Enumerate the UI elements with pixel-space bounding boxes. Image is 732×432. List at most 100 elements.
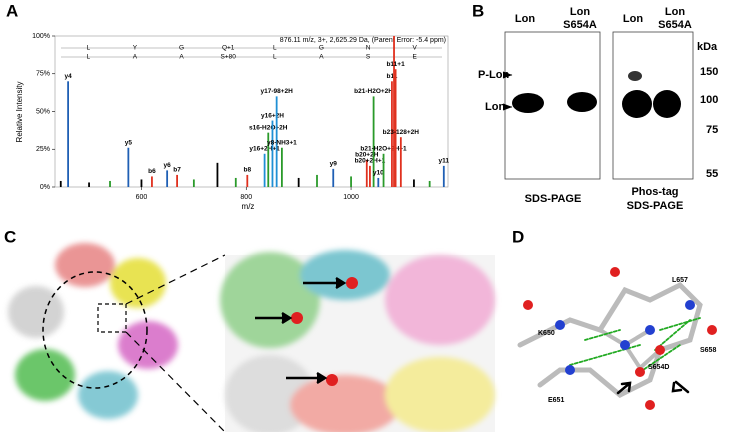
residue-label: K650	[538, 330, 555, 337]
peak-label: b21-H2O+2H	[354, 88, 393, 95]
domain	[78, 371, 138, 419]
lane-label: Lon	[623, 13, 643, 25]
panel-label: D	[512, 227, 524, 246]
band-label: Lon	[485, 101, 505, 113]
y-tick-label: 50%	[36, 108, 50, 115]
peak-label: b11+1	[386, 61, 405, 68]
ring	[42, 271, 148, 389]
surface	[300, 250, 390, 300]
atom	[610, 267, 620, 277]
h-bond	[569, 317, 701, 373]
band	[512, 93, 544, 113]
panel-label: C	[4, 227, 16, 246]
atom	[685, 300, 695, 310]
band	[622, 90, 652, 118]
domain	[55, 243, 115, 287]
peak-label: b21-H2O+2H+1	[360, 145, 407, 152]
y-tick-label: 75%	[36, 71, 50, 78]
atom	[555, 320, 565, 330]
marker: 150	[700, 66, 718, 78]
stick-panel: L657 K650 S654D S658 E651	[517, 267, 717, 410]
band	[628, 71, 642, 81]
x-axis-label: m/z	[242, 202, 255, 211]
atom	[635, 367, 645, 377]
peak-label: y8-NH3+1	[267, 139, 297, 146]
peak-label: y16+2H+1	[249, 145, 280, 152]
lane-label: Lon	[515, 13, 535, 25]
atom	[645, 400, 655, 410]
surface	[220, 252, 320, 348]
gel-caption: SDS-PAGE	[525, 193, 582, 205]
peak-label: b20+2H+1	[355, 158, 386, 165]
y-tick-label: 25%	[36, 146, 50, 153]
sequence-residue: A	[319, 54, 324, 61]
domain	[110, 258, 166, 308]
band	[653, 90, 681, 118]
gel-caption: SDS-PAGE	[627, 200, 684, 212]
x-tick-label: 800	[240, 194, 252, 201]
domain	[15, 349, 75, 401]
y-tick-label: 0%	[40, 184, 50, 191]
panel-label: B	[472, 1, 484, 20]
panel-label: A	[6, 1, 18, 20]
peak-label: y16+2H	[261, 112, 284, 119]
residue-label: E651	[548, 397, 564, 404]
lane-label: Lon	[570, 6, 590, 18]
peak-label: y11	[439, 158, 450, 165]
x-tick-label: 1000	[343, 194, 359, 201]
arrow	[255, 276, 347, 385]
peak-label: b8	[244, 167, 252, 174]
domain	[8, 286, 64, 338]
residue	[291, 312, 303, 324]
sequence-residue: L	[87, 54, 91, 61]
sequence-residue: E	[413, 54, 418, 61]
sequence-residue: L	[87, 45, 91, 52]
structure-panel	[8, 243, 495, 432]
sequence-residue: S	[366, 54, 371, 61]
residue	[346, 277, 358, 289]
atom	[565, 365, 575, 375]
sequence-residue: G	[319, 45, 324, 52]
peak-label: y10	[373, 170, 384, 177]
backbone	[517, 281, 703, 398]
sequence-residue: L	[273, 54, 277, 61]
sequence-residue: S+80	[221, 54, 237, 61]
y-axis-label: Relative Intensity	[15, 82, 24, 143]
plot-frame	[54, 35, 449, 188]
sequence-residue: G	[179, 45, 184, 52]
peak-label: y6	[164, 162, 172, 169]
peak-label: b11	[387, 73, 398, 80]
surface	[385, 255, 495, 345]
zoom-lines	[125, 254, 226, 432]
spectrum-header: 876.11 m/z, 3+, 2,625.29 Da, (Parent Err…	[280, 37, 446, 44]
peak-label: b7	[173, 167, 181, 174]
atom	[707, 325, 717, 335]
peak-label: b23-128+2H	[383, 129, 420, 136]
surface	[385, 357, 495, 432]
sequence-residue: L	[273, 45, 277, 52]
lane-label: S654A	[563, 19, 597, 31]
peak-label: b6	[148, 168, 156, 175]
sequence-residue: N	[366, 45, 371, 52]
peak-label: y9	[330, 161, 338, 168]
sidechain	[598, 328, 662, 372]
band	[567, 92, 597, 112]
marker: 55	[706, 168, 718, 180]
y-tick-label: 100%	[32, 33, 50, 40]
sequence-residue: V	[413, 45, 418, 52]
residue-label: S654D	[648, 364, 669, 371]
atom	[523, 300, 533, 310]
residue-label: L657	[672, 277, 688, 284]
residue-label: S658	[700, 347, 716, 354]
surface	[290, 375, 400, 432]
sequence-residue: Y	[133, 45, 138, 52]
marker: 100	[700, 94, 718, 106]
marker: 75	[706, 124, 718, 136]
x-tick-label: 600	[136, 194, 148, 201]
peak-label: y17-98+2H	[260, 88, 293, 95]
arrow	[616, 380, 690, 395]
marker-unit: kDa	[697, 41, 718, 53]
arrow	[502, 71, 513, 111]
peak-label: y4	[64, 73, 72, 80]
